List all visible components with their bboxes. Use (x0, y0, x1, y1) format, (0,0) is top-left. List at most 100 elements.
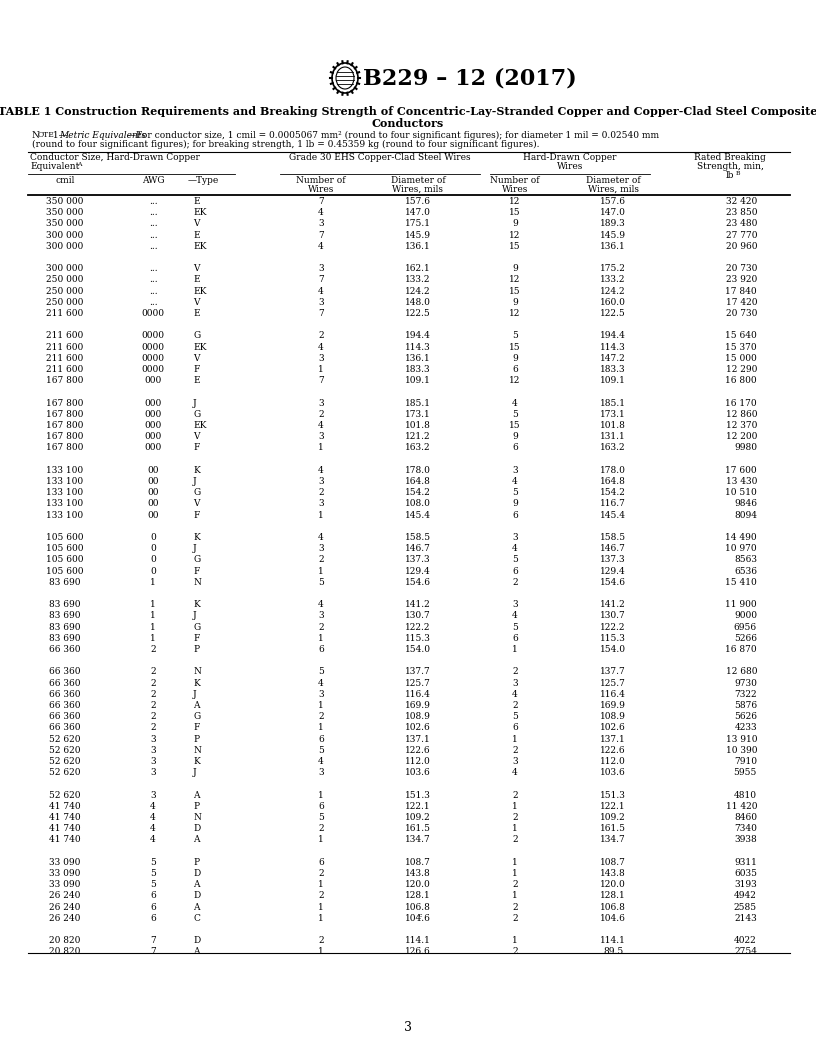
Text: 12: 12 (509, 230, 521, 240)
Text: 5: 5 (512, 623, 518, 631)
Text: 6: 6 (318, 645, 324, 654)
Text: 167 800: 167 800 (47, 376, 84, 385)
Text: G: G (193, 410, 200, 419)
Text: D: D (193, 824, 200, 833)
Text: K: K (193, 600, 200, 609)
Text: 141.2: 141.2 (600, 600, 626, 609)
Text: 146.7: 146.7 (600, 544, 626, 553)
Text: 4: 4 (318, 286, 324, 296)
Text: 1: 1 (318, 881, 324, 889)
Text: 250 000: 250 000 (47, 298, 84, 307)
Text: 2: 2 (318, 488, 324, 497)
Text: 163.2: 163.2 (601, 444, 626, 452)
Text: 4: 4 (318, 421, 324, 430)
Text: 105 600: 105 600 (47, 544, 84, 553)
Text: 2: 2 (150, 679, 156, 687)
Text: 5876: 5876 (734, 701, 757, 710)
Text: 122.1: 122.1 (406, 802, 431, 811)
Text: 12 290: 12 290 (725, 365, 757, 374)
Text: ...: ... (149, 264, 157, 274)
Text: 7322: 7322 (734, 690, 757, 699)
Text: 5626: 5626 (734, 712, 757, 721)
Text: 26 240: 26 240 (49, 903, 81, 911)
Text: Metric Equivalents: Metric Equivalents (59, 131, 146, 140)
Text: V: V (193, 354, 199, 363)
Text: 189.3: 189.3 (600, 220, 626, 228)
Text: 1—: 1— (50, 131, 68, 140)
Text: 20 820: 20 820 (49, 937, 81, 945)
Text: 3: 3 (512, 600, 518, 609)
Text: 120.0: 120.0 (405, 881, 431, 889)
Text: A: A (193, 701, 199, 710)
Text: 300 000: 300 000 (47, 264, 83, 274)
Text: (round to four significant figures); for breaking strength, 1 lb = 0.45359 kg (r: (round to four significant figures); for… (32, 140, 539, 149)
Text: F: F (193, 365, 199, 374)
Text: 66 360: 66 360 (49, 645, 81, 654)
Text: 128.1: 128.1 (405, 891, 431, 901)
Text: ...: ... (149, 276, 157, 284)
Text: 1: 1 (150, 634, 156, 643)
Text: 130.7: 130.7 (405, 611, 431, 620)
Text: 5: 5 (512, 332, 518, 340)
Text: 125.7: 125.7 (405, 679, 431, 687)
Text: ...: ... (149, 242, 157, 250)
Text: 183.3: 183.3 (601, 365, 626, 374)
Text: 7: 7 (318, 309, 324, 318)
Text: 3: 3 (512, 533, 518, 542)
Text: 23 920: 23 920 (725, 276, 757, 284)
Text: 136.1: 136.1 (600, 242, 626, 250)
Text: 15 370: 15 370 (725, 342, 757, 352)
Text: 00: 00 (147, 511, 159, 520)
Text: 105 600: 105 600 (47, 555, 84, 564)
Text: 124.2: 124.2 (601, 286, 626, 296)
Text: N: N (193, 813, 201, 822)
Text: 124.2: 124.2 (406, 286, 431, 296)
Text: 6: 6 (512, 634, 518, 643)
Text: 3: 3 (512, 466, 518, 475)
Text: 17 600: 17 600 (725, 466, 757, 475)
Text: 167 800: 167 800 (47, 410, 84, 419)
Text: Wires: Wires (502, 185, 528, 194)
Text: 12 200: 12 200 (725, 432, 757, 441)
Text: 108.9: 108.9 (600, 712, 626, 721)
Text: 3: 3 (318, 768, 324, 777)
Text: A: A (193, 881, 199, 889)
Text: A: A (193, 903, 199, 911)
Text: J: J (193, 690, 197, 699)
Text: 15: 15 (509, 208, 521, 218)
Text: P: P (193, 857, 199, 867)
Text: EK: EK (193, 208, 206, 218)
Text: Number of: Number of (490, 176, 539, 185)
Text: 109.2: 109.2 (600, 813, 626, 822)
Text: 8094: 8094 (734, 511, 757, 520)
Text: 175.1: 175.1 (405, 220, 431, 228)
Text: 00: 00 (147, 488, 159, 497)
Text: 6: 6 (318, 802, 324, 811)
Text: 175.2: 175.2 (600, 264, 626, 274)
Text: 137.7: 137.7 (405, 667, 431, 677)
Text: 112.0: 112.0 (405, 757, 431, 766)
Text: lb: lb (725, 171, 734, 180)
Text: 106.8: 106.8 (600, 903, 626, 911)
Text: 2: 2 (512, 667, 518, 677)
Text: Wires: Wires (557, 162, 583, 171)
Text: 7: 7 (150, 937, 156, 945)
Text: K: K (193, 757, 200, 766)
Text: 122.5: 122.5 (405, 309, 431, 318)
Text: 2: 2 (318, 332, 324, 340)
Text: Hard-Drawn Copper: Hard-Drawn Copper (523, 153, 617, 162)
Text: G: G (193, 623, 200, 631)
Text: 169.9: 169.9 (600, 701, 626, 710)
Text: 2: 2 (150, 667, 156, 677)
Text: 126.6: 126.6 (405, 947, 431, 957)
Text: 10 970: 10 970 (725, 544, 757, 553)
Text: 2: 2 (512, 813, 518, 822)
Text: 2754: 2754 (734, 947, 757, 957)
Text: V: V (193, 298, 199, 307)
Text: N: N (193, 578, 201, 587)
Text: 1: 1 (318, 723, 324, 733)
Text: 1: 1 (318, 835, 324, 845)
Text: 16 870: 16 870 (725, 645, 757, 654)
Text: 4: 4 (512, 398, 518, 408)
Text: 1: 1 (512, 891, 518, 901)
